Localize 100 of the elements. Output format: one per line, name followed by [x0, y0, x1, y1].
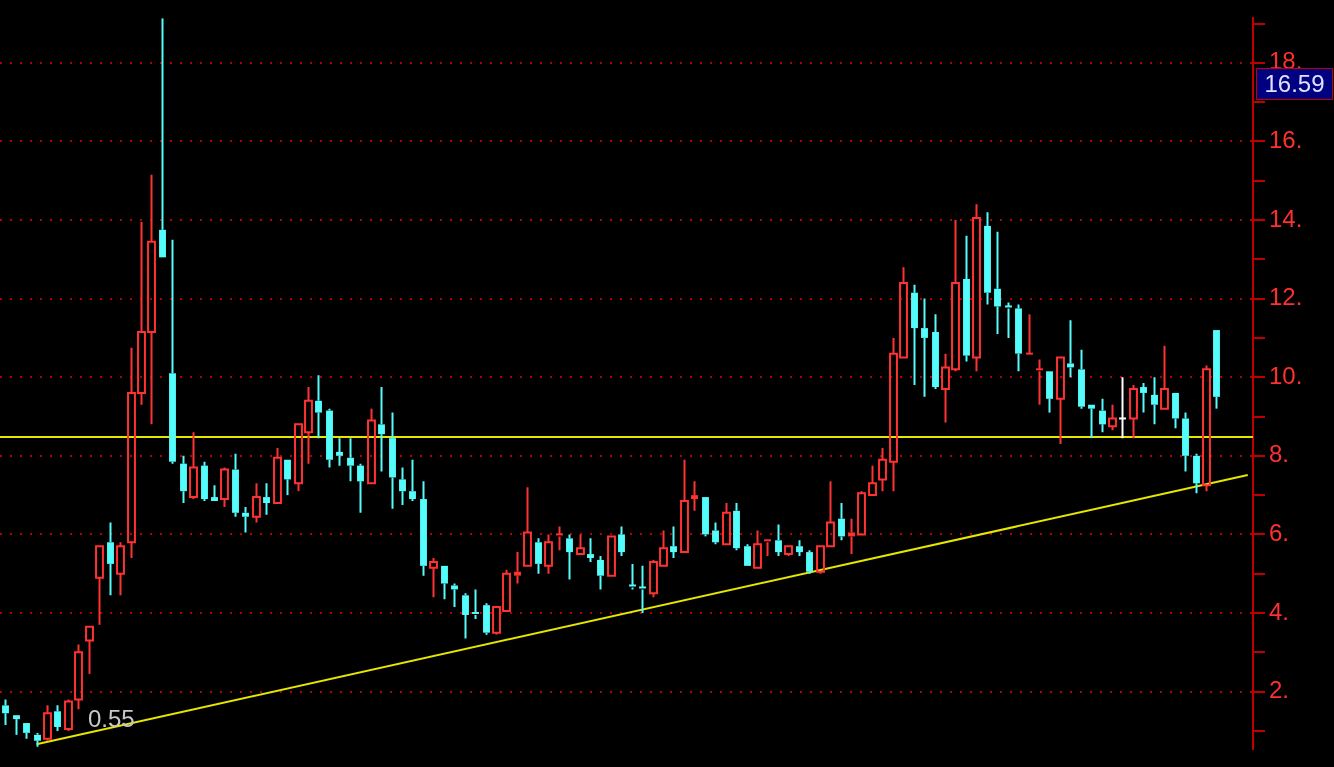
candlestick [399, 466, 406, 506]
candlestick [1056, 356, 1065, 446]
candlestick [911, 283, 918, 387]
candlestick [691, 480, 698, 512]
candlestick [670, 525, 677, 559]
candlestick [169, 238, 176, 465]
candlestick [994, 230, 1001, 335]
candlestick [972, 203, 981, 373]
candlestick [514, 551, 521, 585]
candlestick [796, 539, 803, 558]
candlestick [357, 462, 364, 514]
candlestick [764, 539, 771, 558]
candlestick [963, 234, 970, 363]
candlestick [389, 411, 396, 510]
candlestick [107, 521, 114, 597]
text: 16.59 [1264, 69, 1325, 97]
candlestick [1046, 371, 1053, 414]
candlestick [868, 464, 877, 497]
candlestick [483, 602, 490, 636]
candlestick [315, 374, 322, 440]
candlestick [462, 592, 469, 640]
candlestick [211, 484, 218, 502]
y-tick-label: 16. [1269, 126, 1303, 154]
y-tick-label: 6. [1269, 519, 1290, 547]
candlestick [1193, 452, 1200, 495]
candlestick [232, 452, 239, 518]
candlestick [629, 562, 636, 591]
candlestick [680, 458, 689, 554]
candlestick [95, 545, 104, 626]
candlestick [472, 588, 479, 620]
candlestick [189, 431, 198, 501]
candlestick [378, 386, 385, 473]
candlestick [420, 480, 427, 577]
candlestick [878, 446, 887, 493]
candlestick [263, 482, 270, 516]
candlestick [806, 549, 813, 575]
candlestick [576, 533, 585, 556]
candlestick [1088, 404, 1095, 440]
candlestick [535, 537, 542, 575]
candlestick [85, 625, 94, 675]
y-tick-label: 10. [1269, 361, 1303, 389]
candlestick [1151, 376, 1158, 426]
candlestick [618, 525, 625, 558]
candlestick [921, 297, 928, 398]
candlestick [201, 460, 208, 503]
candlestick [159, 17, 166, 258]
candlestick [984, 211, 991, 306]
candlestick [597, 555, 604, 591]
candlestick [1015, 303, 1022, 373]
candlestick [347, 437, 354, 483]
candlestick [242, 505, 249, 534]
candlestick [838, 501, 845, 542]
candlestick [702, 497, 709, 538]
candlestick [13, 715, 20, 736]
candlestick [523, 486, 532, 567]
candlestick [180, 454, 187, 504]
candlestick [1129, 384, 1138, 440]
candlestick [1160, 344, 1169, 410]
candlestick [639, 564, 646, 615]
candlestick [116, 541, 125, 597]
candlestick [23, 723, 30, 740]
annotation: 0.55 [88, 705, 135, 733]
candlestick [566, 533, 573, 581]
candlestick [429, 556, 438, 599]
candlestick [2, 698, 9, 727]
candlestick [54, 704, 61, 732]
candlestick [722, 501, 731, 546]
candlestick [556, 525, 563, 552]
candlestick [326, 407, 333, 469]
candlestick [284, 459, 291, 497]
candlestick [441, 565, 448, 601]
candlestick [74, 643, 83, 711]
candlestick [1036, 358, 1043, 406]
candlestick [1067, 319, 1074, 379]
candlestick [932, 313, 939, 390]
candlestick [336, 437, 343, 467]
y-tick-label: 4. [1269, 597, 1290, 625]
candlestick [544, 533, 553, 575]
y-tick-label: 14. [1269, 204, 1303, 232]
candlestick [1119, 376, 1126, 440]
candlestick [1182, 411, 1189, 473]
candlestick [1005, 301, 1012, 339]
candlestick [252, 482, 261, 524]
candlestick [1099, 397, 1106, 434]
candlestick [775, 523, 782, 558]
candlestick [753, 529, 762, 569]
y-tick-label: 12. [1269, 283, 1303, 311]
candlestick [712, 521, 719, 546]
candlestick [409, 458, 416, 503]
candlestick [848, 517, 855, 556]
y-tick-label: 8. [1269, 440, 1290, 468]
y-tick-label: 2. [1269, 676, 1290, 704]
candlestick [34, 731, 41, 748]
candlestick [1172, 392, 1179, 430]
candlestick [587, 537, 594, 563]
candlestick [1213, 330, 1220, 410]
candlestick [1140, 382, 1147, 414]
candlestick [273, 446, 282, 504]
candlestick [733, 501, 740, 552]
candlestick [744, 543, 751, 566]
